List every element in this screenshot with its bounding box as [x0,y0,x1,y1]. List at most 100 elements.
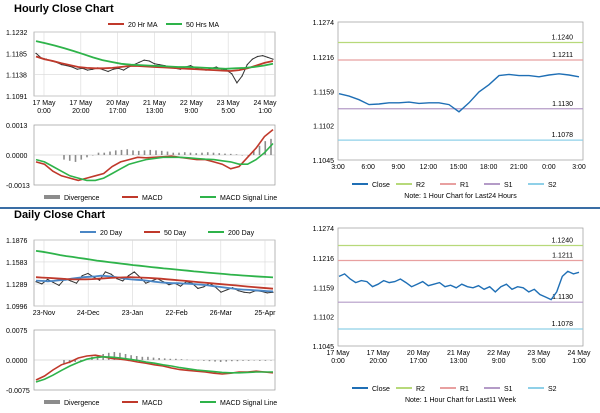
y-tick-label: 1.1274 [313,226,335,233]
divergence-bar [113,352,116,360]
divergence-bar [224,153,226,155]
x-tick-label: 20 May [407,350,430,357]
daily-price-chart: 20 Day 50 Day 200 Day 1.1876 1.1583 1.1289 1.0… [6,230,276,317]
legend-label: R1 [460,386,469,393]
divergence-bar [132,150,134,155]
y-tick-label: 1.1102 [313,124,334,131]
y-tick-label: -0.0075 [6,388,30,395]
level-label-s1: 1.1130 [552,294,573,301]
legend-label: 50 Hrs MA [186,22,219,29]
data-point [76,68,78,70]
x-tick-label: 18:00 [480,164,498,171]
data-point [122,69,125,71]
x-tick-label: 17:00 [109,108,127,115]
chart-note: Note: 1 Hour Chart for Last24 Hours [404,193,517,200]
divergence-bar [103,152,106,155]
x-tick-label: 17 May [69,100,92,107]
divergence-bar [247,155,249,156]
divergence-bar [79,360,82,361]
divergence-bar [180,359,183,360]
hourly-pivot-chart: 1.1274 1.1216 1.1159 1.1102 1.1045 1.1240 1.12… [313,20,586,200]
x-tick-label: 15:00 [450,164,468,171]
divergence-bar [74,360,76,362]
data-point [249,292,251,294]
plot-frame [337,227,584,347]
legend-label: Close [372,182,390,189]
divergence-bar [91,155,94,156]
divergence-bar [74,155,77,162]
y-tick-label: 1.1045 [313,344,335,351]
data-point [267,56,269,59]
divergence-bar [149,149,152,155]
x-tick-label: 24 May [568,350,591,357]
data-point [98,279,101,281]
y-tick-label: 1.1185 [6,51,27,58]
divergence-bar [219,360,222,362]
level-label-r1: 1.1211 [552,252,573,259]
divergence-bar [252,150,255,155]
divergence-bar [114,150,117,155]
y-tick-label: 0.0000 [6,358,28,365]
level-label-s1: 1.1130 [552,101,573,108]
x-tick-label: 17 May [33,100,56,107]
series-line-macd [35,354,274,381]
series-line-20-day [35,274,274,293]
y-tick-label: 1.1876 [6,238,28,245]
divergence-bar [225,360,228,362]
legend-label: R2 [416,386,425,393]
x-tick-label: 1:00 [258,108,272,115]
data-point [251,58,253,60]
x-tick-label: 24-Dec [77,310,100,317]
x-tick-label: 22 May [487,350,510,357]
series-line-macd-signal-line [35,142,274,182]
y-tick-label: 1.1289 [6,282,28,289]
data-point [61,64,63,66]
x-tick-label: 3:00 [331,164,345,171]
x-tick-label: 21 May [143,100,166,107]
series-line-close [338,73,580,113]
data-point [236,82,238,84]
y-tick-label: 1.1232 [6,30,28,37]
divergence-bar [97,152,100,155]
series-line-200-day [35,250,274,279]
data-point [241,75,243,77]
data-point [104,271,106,273]
divergence-bar [235,154,238,155]
y-tick-label: 1.1159 [313,285,334,292]
divergence-bar [270,138,272,155]
data-point [46,278,49,281]
divergence-bar [236,360,239,362]
y-tick-label: 1.1102 [313,315,334,322]
data-point [71,66,73,68]
divergence-bar [214,360,216,362]
divergence-bar [172,152,175,155]
divergence-bar [259,360,261,361]
series-line-50-day [35,276,274,290]
data-point [110,273,112,275]
divergence-bar [147,356,149,360]
legend-label: Close [372,386,390,393]
level-label-r2: 1.1240 [552,34,574,41]
y-tick-label: 1.1091 [6,94,28,101]
legend-label: MACD Signal Line [220,400,277,407]
divergence-bar [63,360,65,364]
legend-label: S1 [504,386,513,393]
level-label-r1: 1.1211 [552,52,573,59]
data-point [133,271,135,273]
divergence-bar [68,155,71,161]
data-point [266,292,268,294]
series-line-20-hr-ma [35,55,274,72]
chart-note: Note: 1 Hour Chart for Last11 Week [405,397,517,404]
daily-section-title: Daily Close Chart [14,209,106,221]
x-tick-label: 17 May [367,350,390,357]
legend-label: S2 [548,182,557,189]
series-line-macd-signal-line [35,355,273,383]
series-line-50-hrs-ma [35,40,274,70]
divergence-bar [264,141,267,155]
legend-label: S1 [504,182,513,189]
data-point [138,61,140,64]
x-tick-label: 24 May [254,100,277,107]
x-tick-label: 6:00 [361,164,375,171]
legend-label: MACD [142,400,163,407]
data-point [272,58,274,60]
